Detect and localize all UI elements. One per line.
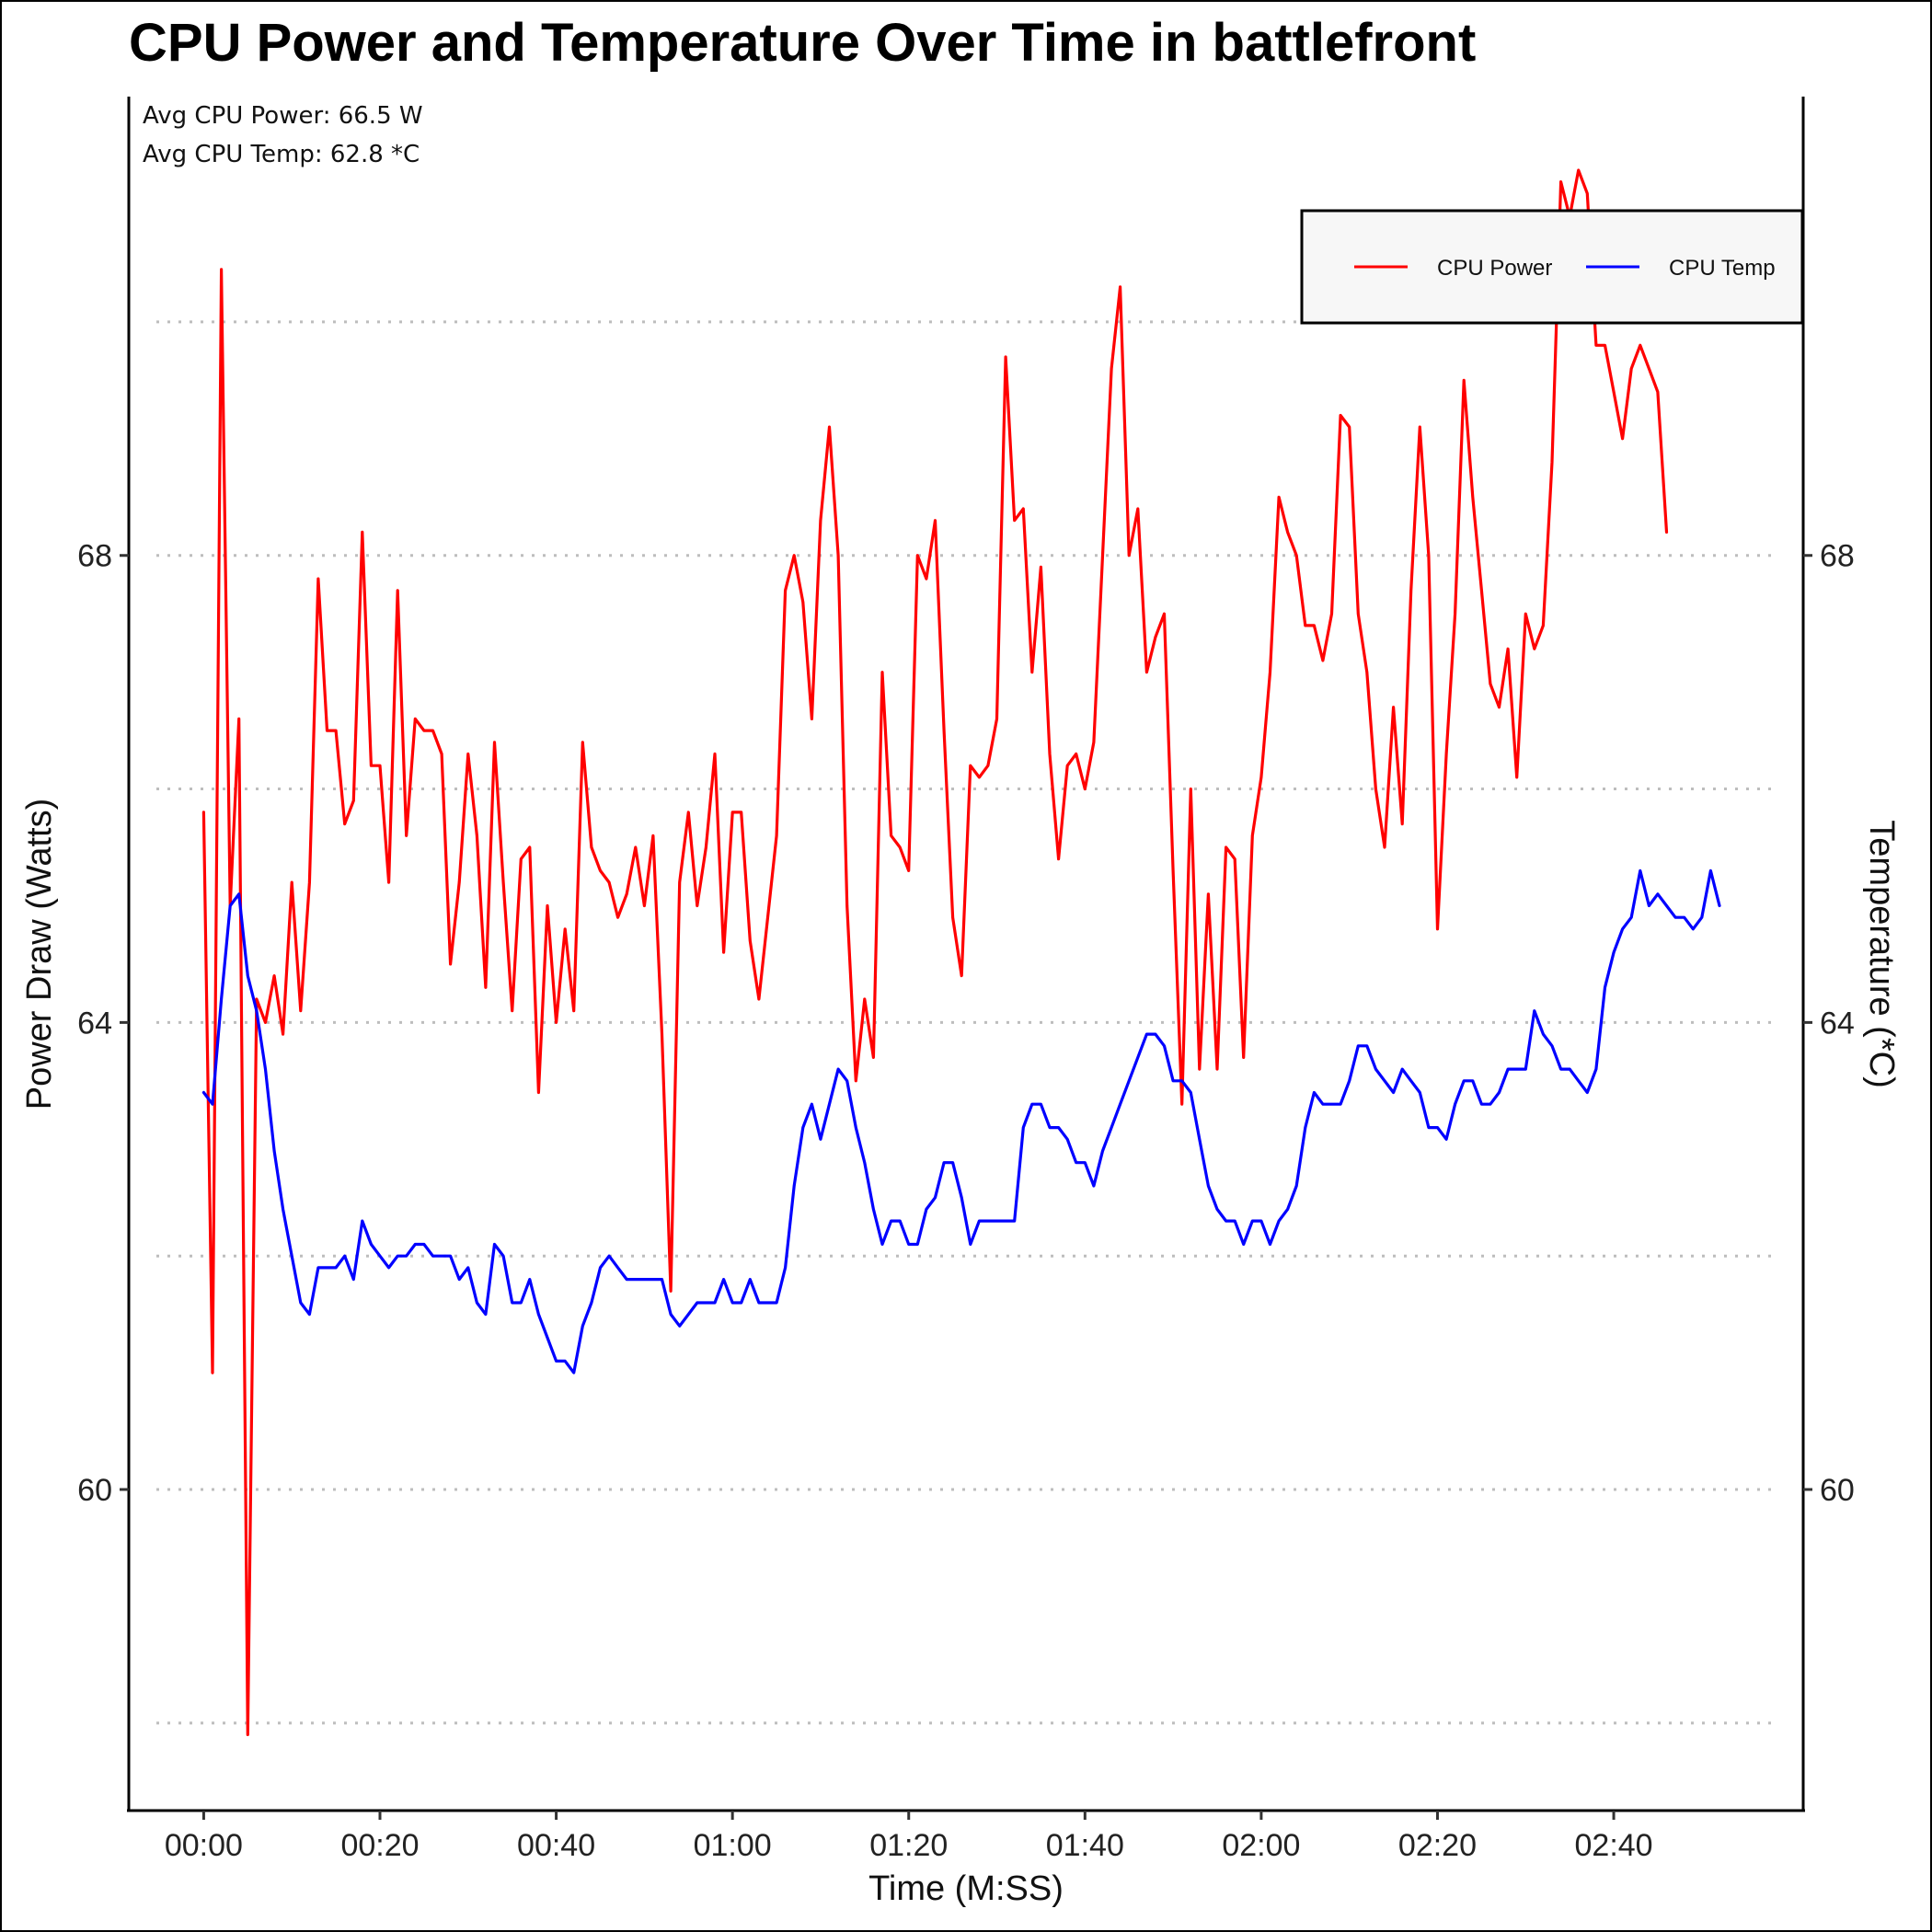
x-tick-label: 01:20 bbox=[869, 1828, 948, 1863]
x-tick-label: 02:20 bbox=[1398, 1828, 1477, 1863]
legend-label-cpu-temp: CPU Temp bbox=[1669, 256, 1776, 281]
left-y-tick-label: 64 bbox=[77, 1006, 112, 1041]
x-tick-label: 00:40 bbox=[517, 1828, 595, 1863]
series-layer bbox=[201, 168, 1721, 1737]
left-y-ticks: 60 64 68 bbox=[77, 539, 129, 1508]
series-line-cpu-power bbox=[201, 168, 1669, 1737]
right-y-ticks: 60 64 68 bbox=[1803, 539, 1855, 1508]
avg-power-annotation: Avg CPU Power: 66.5 W bbox=[143, 102, 423, 130]
series-line-cpu-temp bbox=[201, 868, 1721, 1374]
right-y-tick-label: 60 bbox=[1820, 1473, 1855, 1508]
x-tick-label: 01:40 bbox=[1046, 1828, 1124, 1863]
left-y-tick-label: 60 bbox=[77, 1473, 112, 1508]
legend-label-cpu-power: CPU Power bbox=[1437, 256, 1552, 281]
right-y-tick-label: 68 bbox=[1820, 539, 1855, 574]
x-tick-label: 00:00 bbox=[165, 1828, 243, 1863]
right-y-axis-title: Temperature (*C) bbox=[1862, 820, 1901, 1087]
left-y-tick-label: 68 bbox=[77, 539, 112, 574]
x-axis-title: Time (M:SS) bbox=[868, 1869, 1064, 1908]
x-tick-label: 02:40 bbox=[1575, 1828, 1653, 1863]
x-tick-label: 00:20 bbox=[340, 1828, 419, 1863]
avg-temp-annotation: Avg CPU Temp: 62.8 *C bbox=[143, 141, 420, 168]
legend: CPU Power CPU Temp bbox=[1300, 209, 1804, 325]
x-tick-label: 01:00 bbox=[694, 1828, 772, 1863]
x-tick-label: 02:00 bbox=[1222, 1828, 1300, 1863]
x-ticks: 00:00 00:20 00:40 01:00 01:20 01:40 02:00 02:20… bbox=[165, 1811, 1653, 1863]
left-y-axis-title: Power Draw (Watts) bbox=[20, 799, 59, 1110]
chart-title: CPU Power and Temperature Over Time in b… bbox=[129, 13, 1476, 73]
right-y-tick-label: 64 bbox=[1820, 1006, 1855, 1041]
